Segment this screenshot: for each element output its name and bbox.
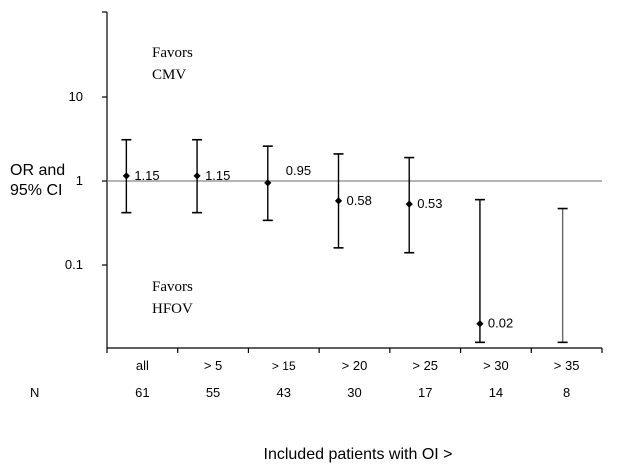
- y-axis-label-line2: 95% CI: [10, 182, 62, 199]
- y-axis-ticks: 10 1 0.1: [65, 11, 107, 272]
- n-value-5: 14: [489, 385, 503, 400]
- favors-hfov-line1: Favors: [152, 279, 193, 295]
- data-label-2: 0.95: [286, 163, 311, 178]
- category-label-1: > 5: [204, 358, 222, 373]
- x-axis-label: Included patients with OI >: [264, 446, 453, 463]
- category-label-3: > 20: [342, 358, 368, 373]
- data-label-0: 1.15: [134, 168, 159, 183]
- point-or-3: [334, 197, 343, 205]
- n-row-label: N: [30, 385, 39, 400]
- data-label-4: 0.53: [417, 196, 442, 211]
- y-axis-label-line1: OR and: [10, 162, 65, 179]
- data-label-3: 0.58: [347, 193, 372, 208]
- n-value-6: 8: [563, 385, 570, 400]
- x-axis-ticks: all > 5 > 15 > 20 > 25 > 30 > 35 61 55 43 30 17 14 8: [106, 348, 603, 400]
- y-tick-label-0: 10: [69, 89, 83, 104]
- favors-cmv-line2: CMV: [152, 67, 186, 83]
- category-label-2: > 15: [272, 359, 296, 373]
- y-tick-label-2: 0.1: [65, 257, 83, 272]
- data-label-1: 1.15: [205, 168, 230, 183]
- n-value-0: 61: [135, 385, 149, 400]
- category-label-4: > 25: [412, 358, 438, 373]
- n-value-3: 30: [347, 385, 361, 400]
- category-label-5: > 30: [483, 358, 509, 373]
- errorbar-5: [474, 198, 485, 344]
- point-or-5: [476, 320, 484, 328]
- category-label-0: all: [136, 358, 149, 373]
- chart-marks: 1.15 1.15 0.95 0.58 0.53 0.02: [121, 138, 568, 344]
- errorbar-6: [557, 207, 568, 344]
- y-tick-label-1: 1: [76, 173, 83, 188]
- point-or-2: [264, 179, 272, 187]
- data-label-5: 0.02: [488, 316, 513, 331]
- category-label-6: > 35: [554, 358, 580, 373]
- favors-cmv-line1: Favors: [152, 45, 193, 61]
- n-value-2: 43: [277, 385, 291, 400]
- point-or-1: [193, 172, 201, 180]
- n-value-1: 55: [206, 385, 220, 400]
- favors-hfov-line2: HFOV: [152, 301, 193, 317]
- point-or-0: [122, 172, 130, 180]
- point-or-4: [405, 200, 413, 208]
- n-value-4: 17: [418, 385, 432, 400]
